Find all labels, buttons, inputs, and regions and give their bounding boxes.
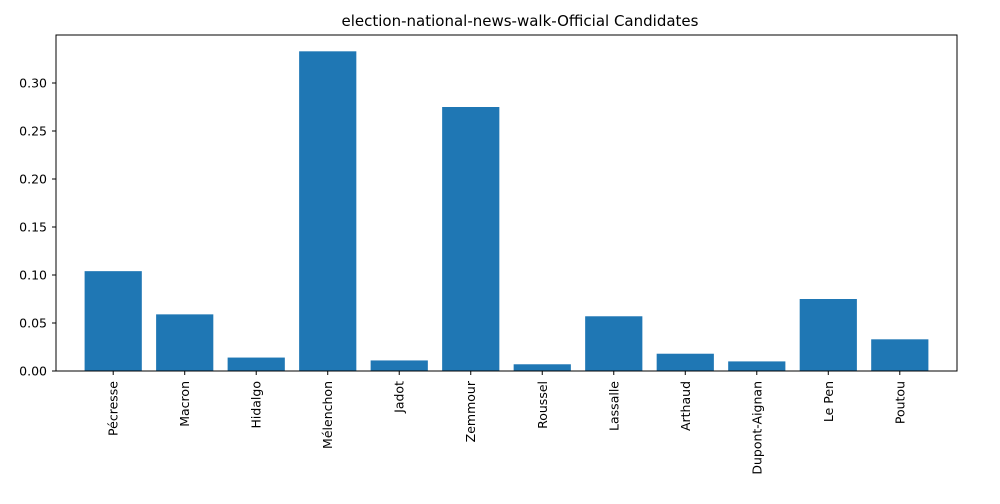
bar-dupont-aignan: [728, 361, 786, 371]
x-tick-label: Pécresse: [106, 381, 121, 436]
bar-mélenchon: [299, 51, 357, 371]
x-tick-label: Hidalgo: [249, 381, 264, 429]
y-tick-label: 0.20: [19, 172, 47, 187]
x-tick-label: Le Pen: [821, 381, 836, 422]
bar-macron: [156, 314, 214, 371]
x-tick-label: Macron: [177, 381, 192, 427]
y-tick-label: 0.15: [19, 220, 47, 235]
x-tick-label: Jadot: [392, 381, 407, 414]
bar-lassalle: [585, 316, 643, 371]
bar-pécresse: [84, 271, 142, 371]
x-tick-label: Zemmour: [463, 380, 478, 442]
y-tick-label: 0.05: [19, 316, 47, 331]
bars-layer: [84, 51, 929, 371]
x-tick-label: Mélenchon: [320, 381, 335, 449]
x-axis: Pécresse Macron Hidalgo Mélenchon Jadot Zemmo…: [106, 371, 907, 475]
bar-zemmour: [442, 107, 500, 371]
x-tick-label: Poutou: [892, 381, 907, 424]
y-axis: 0.00 0.05 0.10 0.15 0.20 0.25 0.30: [19, 76, 56, 379]
x-tick-label: Arthaud: [678, 381, 693, 431]
plot-frame: [55, 34, 958, 372]
bar-roussel: [513, 364, 571, 371]
bar-arthaud: [656, 353, 714, 371]
x-tick-label: Roussel: [535, 381, 550, 429]
bar-jadot: [370, 360, 428, 371]
y-tick-label: 0.25: [19, 124, 47, 139]
chart-title: election-national-news-walk-Official Can…: [342, 12, 699, 30]
bar-le-pen: [799, 299, 857, 371]
y-tick-label: 0.30: [19, 76, 47, 91]
y-tick-label: 0.10: [19, 268, 47, 283]
x-tick-label: Lassalle: [606, 381, 621, 431]
x-tick-label: Dupont-Aignan: [749, 381, 764, 475]
bar-poutou: [871, 339, 929, 371]
y-tick-label: 0.00: [19, 364, 47, 379]
bar-hidalgo: [227, 357, 285, 371]
